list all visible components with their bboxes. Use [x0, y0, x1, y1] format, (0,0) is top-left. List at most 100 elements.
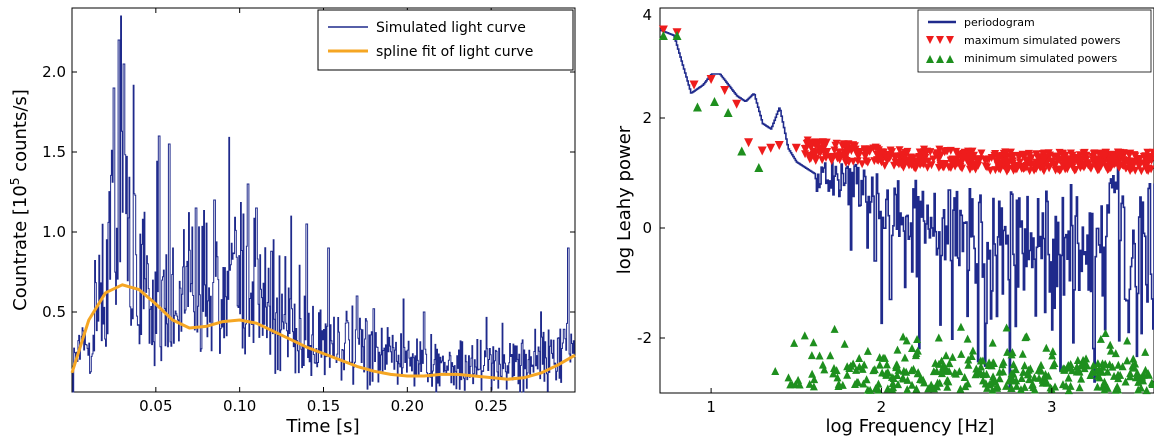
max-power-marker: [870, 157, 879, 166]
min-power-marker: [820, 365, 829, 374]
max-power-marker: [991, 166, 1000, 175]
max-power-marker: [1048, 157, 1057, 166]
light-curve-y-axis-label: Countrate [105 counts/s]: [8, 89, 31, 311]
max-power-marker: [993, 161, 1002, 170]
light-curve-y-tick-label: 0.5: [42, 303, 66, 321]
min-power-marker: [1007, 350, 1016, 359]
min-power-marker: [968, 346, 977, 355]
min-power-marker: [943, 382, 952, 391]
min-power-marker: [1144, 370, 1153, 379]
light-curve-x-tick-label: 0.10: [223, 397, 256, 415]
min-power-marker: [1046, 383, 1055, 392]
legend-label-simulated-light-curve: Simulated light curve: [376, 20, 526, 36]
min-power-marker: [963, 334, 972, 343]
light-curve-x-tick-label: 0.25: [474, 397, 507, 415]
min-power-marker: [1077, 374, 1086, 383]
min-power-marker: [1098, 382, 1107, 391]
max-power-marker: [908, 158, 917, 167]
min-power-marker: [1093, 359, 1102, 368]
max-power-marker: [911, 164, 920, 173]
min-power-marker: [852, 365, 861, 374]
max-power-marker: [913, 157, 922, 166]
max-power-marker: [825, 153, 834, 162]
min-power-marker: [956, 384, 965, 393]
max-power-marker: [757, 146, 767, 156]
min-power-marker: [945, 359, 954, 368]
max-power-marker: [766, 143, 776, 153]
max-power-marker: [898, 151, 907, 160]
max-power-marker: [1033, 159, 1042, 168]
min-power-marker: [1114, 385, 1123, 394]
periodogram-series-layer: [660, 29, 1154, 389]
min-power-marker: [845, 364, 854, 373]
min-power-marker: [950, 368, 959, 377]
min-power-marker: [1003, 347, 1012, 356]
min-power-marker: [913, 346, 922, 355]
min-power-marker: [1123, 356, 1132, 365]
max-power-marker: [1124, 157, 1133, 166]
max-power-marker: [1124, 150, 1133, 159]
max-power-marker: [1032, 150, 1041, 159]
min-power-marker: [985, 358, 994, 367]
max-power-marker: [1024, 157, 1033, 166]
max-power-marker: [1095, 161, 1104, 170]
max-power-marker: [810, 138, 819, 147]
max-power-marker: [791, 143, 801, 153]
min-power-marker: [863, 346, 872, 355]
max-power-marker: [1086, 163, 1095, 172]
max-power-marker: [926, 148, 935, 157]
max-power-marker: [983, 163, 992, 172]
light-curve-x-axis-label: Time [s]: [285, 416, 359, 437]
light-curve-y-tick-label: 1.5: [42, 143, 66, 161]
max-power-marker: [843, 148, 852, 157]
min-power-marker: [988, 385, 997, 394]
min-power-marker: [859, 379, 868, 388]
legend-swatch-max-powers: [926, 36, 954, 44]
min-power-marker: [979, 376, 988, 385]
min-power-marker: [883, 384, 892, 393]
min-power-marker: [1064, 386, 1073, 395]
min-power-marker: [907, 344, 916, 353]
min-power-marker: [810, 375, 819, 384]
min-power-marker: [1064, 373, 1073, 382]
periodogram-x-tick-label: 1: [706, 398, 716, 416]
min-power-marker: [899, 374, 908, 383]
min-power-marker: [1002, 323, 1011, 332]
max-power-marker: [1004, 164, 1013, 173]
max-power-marker: [1146, 154, 1154, 163]
periodogram-chart: 1 2 3 4 2 0 -2 log Frequency [Hz] log Leahy p…: [614, 6, 1154, 437]
min-power-marker: [1034, 365, 1043, 374]
min-power-marker: [692, 102, 702, 112]
max-power-marker: [874, 146, 883, 155]
max-power-marker: [658, 25, 668, 35]
max-power-marker: [944, 163, 953, 172]
legend-swatch-min-powers: [926, 55, 954, 63]
light-curve-x-tick-label: 0.20: [391, 397, 424, 415]
max-power-marker: [1115, 163, 1124, 172]
min-power-marker: [995, 367, 1004, 376]
max-power-marker: [805, 151, 814, 160]
min-power-marker: [1041, 376, 1050, 385]
min-power-marker: [1121, 377, 1130, 386]
min-power-marker: [1025, 375, 1034, 384]
min-power-marker: [1068, 366, 1077, 375]
max-power-marker: [907, 154, 916, 163]
min-power-marker: [1035, 373, 1044, 382]
min-power-marker: [1133, 368, 1142, 377]
min-power-marker: [830, 324, 839, 333]
max-power-marker: [934, 155, 943, 164]
max-power-marker: [920, 150, 929, 159]
max-power-marker: [838, 142, 847, 151]
max-power-marker: [800, 144, 809, 153]
max-power-marker: [830, 146, 839, 155]
max-power-marker: [943, 147, 952, 156]
min-power-marker: [1134, 377, 1143, 386]
max-power-marker: [1101, 162, 1110, 171]
max-power-marker: [995, 153, 1004, 162]
min-power-marker: [800, 331, 809, 340]
min-power-marker: [927, 380, 936, 389]
min-power-marker: [888, 379, 897, 388]
min-power-marker: [929, 367, 938, 376]
legend-label-periodogram: periodogram: [964, 16, 1035, 29]
max-power-marker: [927, 161, 936, 170]
